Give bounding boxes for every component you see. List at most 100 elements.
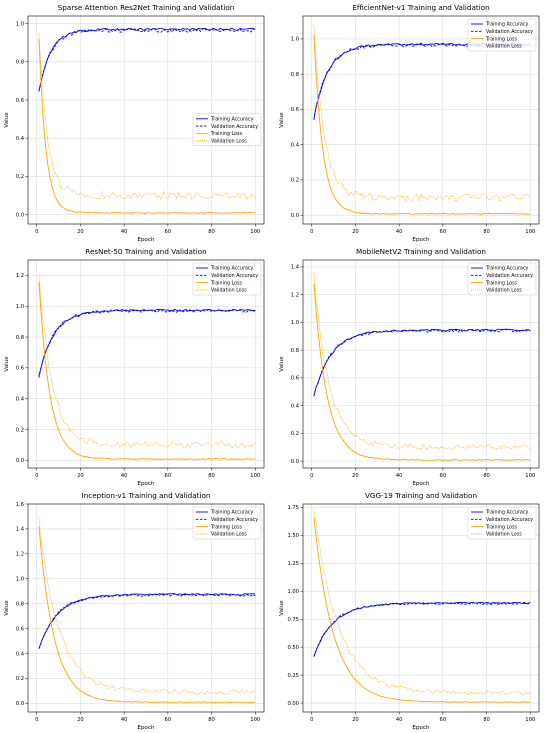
legend-label: Validation Loss (211, 138, 247, 144)
series-line-training-accuracy (38, 308, 256, 377)
series-line-training-accuracy (38, 27, 256, 92)
chart-title: ResNet-50 Training and Validation (85, 247, 206, 256)
legend-label: Training Loss (210, 280, 242, 286)
chart-title: Inception-v1 Training and Validation (82, 491, 211, 500)
y-tick-label: 0.6 (16, 626, 24, 632)
x-tick-label: 0 (310, 717, 313, 723)
series-line-validation-loss (38, 32, 256, 200)
x-axis-label: Epoch (137, 481, 155, 487)
legend-label: Validation Loss (486, 44, 522, 50)
y-tick-label: 0.6 (16, 98, 24, 104)
legend-label: Training Accuracy (485, 510, 529, 516)
y-tick-label: 0.8 (16, 601, 24, 607)
legend-box (192, 262, 262, 296)
series-line-training-loss (313, 35, 531, 215)
y-tick-label: 0.25 (287, 673, 299, 679)
x-tick-label: 80 (483, 717, 490, 723)
x-tick-label: 80 (208, 473, 215, 479)
y-axis-label: Value (279, 356, 285, 372)
chart-title: EfficientNet-v1 Training and Validation (352, 3, 489, 12)
x-tick-label: 80 (208, 229, 215, 235)
y-tick-label: 0.4 (16, 651, 25, 657)
series-group (313, 509, 531, 703)
x-tick-label: 100 (525, 717, 535, 723)
y-tick-label: 1.00 (287, 589, 299, 595)
y-tick-label: 1.25 (287, 561, 299, 567)
x-tick-label: 20 (77, 229, 84, 235)
x-tick-label: 40 (396, 229, 403, 235)
legend-label: Validation Accuracy (486, 273, 533, 279)
legend-label: Training Loss (210, 524, 242, 530)
legend-label: Validation Loss (486, 532, 522, 538)
y-tick-label: 1.2 (291, 292, 299, 298)
chart-panel-inception-v1: Inception-v1 Training and Validation 0 20 4… (4, 491, 265, 731)
y-tick-label: 0.50 (287, 645, 299, 651)
y-tick-label: 0.8 (291, 348, 299, 354)
y-tick-label: 0.4 (16, 396, 25, 402)
series-line-training-loss (38, 526, 256, 704)
plot-frame (302, 15, 540, 225)
y-tick-label: 0.0 (16, 701, 24, 707)
y-axis-label: Value (279, 112, 285, 128)
y-tick-label: 0.2 (291, 431, 299, 437)
plot-frame (27, 259, 265, 469)
x-tick-label: 100 (525, 229, 535, 235)
x-tick-label: 60 (165, 717, 172, 723)
legend-box (467, 506, 537, 540)
x-tick-label: 40 (121, 717, 128, 723)
series-line-training-accuracy (313, 601, 531, 657)
legend-label: Validation Accuracy (211, 273, 258, 279)
x-tick-label: 60 (165, 229, 172, 235)
chart-panel-sparse-attention-res2net: Sparse Attention Res2Net Training and Va… (4, 3, 265, 243)
x-tick-label: 0 (310, 229, 313, 235)
x-tick-label: 60 (440, 473, 447, 479)
legend-label: Validation Loss (486, 288, 522, 294)
series-line-training-loss (38, 281, 256, 460)
y-tick-label: 0.6 (291, 376, 299, 382)
legend-box (192, 113, 262, 147)
legend-label: Training Loss (485, 36, 517, 42)
y-tick-label: 1.0 (291, 37, 299, 43)
x-tick-label: 20 (77, 473, 84, 479)
chart-panel-resnet-50: ResNet-50 Training and Validation 0 20 40 60… (4, 247, 265, 487)
series-line-training-loss (313, 283, 531, 461)
legend-label: Validation Accuracy (486, 517, 533, 523)
y-tick-label: 0.2 (16, 427, 24, 433)
legend-label: Training Accuracy (485, 266, 529, 272)
chart-title: MobileNetV2 Training and Validation (356, 247, 486, 256)
plot-frame (27, 503, 265, 713)
series-line-validation-accuracy (38, 308, 256, 378)
legend-label: Validation Accuracy (211, 517, 258, 523)
y-axis-label: Value (4, 112, 10, 128)
y-tick-label: 0.2 (16, 174, 24, 180)
x-axis-label: Epoch (412, 237, 430, 243)
legend-label: Training Accuracy (485, 22, 529, 28)
plot-frame (302, 259, 540, 469)
series-line-validation-loss (313, 509, 531, 696)
y-tick-label: 1.4 (291, 265, 300, 271)
x-axis-label: Epoch (412, 481, 430, 487)
y-tick-label: 1.50 (287, 533, 299, 539)
legend-box (467, 18, 537, 52)
series-group (313, 24, 531, 215)
chart-panel-efficientnet-v1: EfficientNet-v1 Training and Validation 0… (279, 3, 540, 243)
chart-panel-mobilenetv2: MobileNetV2 Training and Validation 0 20 40… (279, 247, 540, 487)
x-tick-label: 60 (440, 717, 447, 723)
x-tick-label: 40 (121, 473, 128, 479)
series-line-training-accuracy (313, 328, 531, 397)
series-line-training-accuracy (38, 593, 256, 649)
series-line-validation-accuracy (313, 601, 531, 657)
x-tick-label: 40 (396, 717, 403, 723)
y-tick-label: 0.4 (291, 142, 300, 148)
series-line-training-accuracy (313, 42, 531, 119)
y-tick-label: 0.8 (291, 72, 299, 78)
x-tick-label: 0 (310, 473, 313, 479)
x-axis-label: Epoch (412, 725, 430, 731)
y-tick-label: 0.2 (16, 676, 24, 682)
y-tick-label: 0.0 (16, 458, 24, 464)
legend-label: Training Loss (485, 280, 517, 286)
